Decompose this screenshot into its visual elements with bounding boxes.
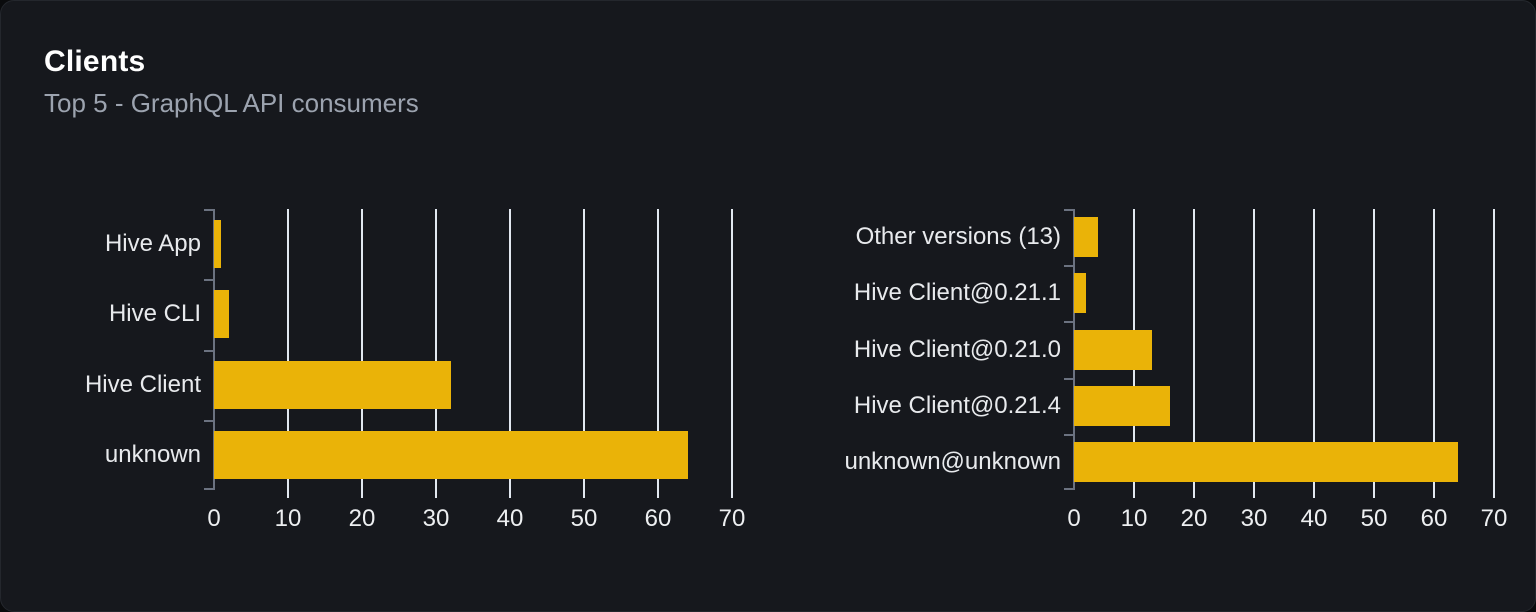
- x-axis-tick: [1253, 490, 1255, 498]
- y-axis-tick: [1064, 265, 1073, 267]
- category-label: Hive Client: [84, 370, 201, 398]
- category-label: Hive App: [104, 230, 201, 258]
- x-axis-tick: [1373, 490, 1375, 498]
- bar: [1074, 385, 1170, 426]
- x-tick-label: 60: [1420, 505, 1448, 532]
- y-axis-tick: [204, 279, 213, 281]
- category-label: Hive Client@0.21.1: [853, 279, 1061, 307]
- x-tick-label: 20: [348, 505, 376, 532]
- y-axis-tick: [204, 420, 213, 422]
- x-tick-label: 50: [1360, 505, 1388, 532]
- x-tick-label: 10: [1120, 505, 1148, 532]
- y-axis-tick: [204, 209, 213, 211]
- x-tick-label: 60: [644, 505, 672, 532]
- x-axis-tick: [583, 490, 585, 498]
- plot-area: [204, 209, 733, 498]
- x-tick-label: 70: [718, 505, 746, 532]
- x-axis-tick: [657, 490, 659, 498]
- x-axis-tick: [287, 490, 289, 498]
- gridline: [1373, 209, 1375, 490]
- gridline: [1433, 209, 1435, 490]
- x-axis-tick: [1493, 490, 1495, 498]
- y-axis-tick: [1064, 321, 1073, 323]
- gridline: [1253, 209, 1255, 490]
- card-header: Clients Top 5 - GraphQL API consumers: [44, 45, 419, 119]
- x-tick-label: 70: [1480, 505, 1508, 532]
- y-axis-tick: [204, 350, 213, 352]
- gridline: [361, 209, 363, 490]
- x-axis-tick: [361, 490, 363, 498]
- clients-by-version-chart: Other versions (13) Hive Client@0.21.1 Hiv…: [831, 209, 1524, 550]
- gridline: [287, 209, 289, 490]
- category-label: Hive Client@0.21.4: [853, 391, 1061, 419]
- gridline: [509, 209, 511, 490]
- y-axis-tick: [204, 488, 213, 490]
- card-title: Clients: [44, 45, 146, 78]
- gridline: [435, 209, 437, 490]
- gridline: [731, 209, 733, 490]
- x-axis-tick: [435, 490, 437, 498]
- bar: [1074, 329, 1152, 370]
- gridline: [657, 209, 659, 490]
- x-tick-label: 0: [207, 505, 221, 532]
- gridline: [1313, 209, 1315, 490]
- y-axis-tick: [1064, 209, 1073, 211]
- card-subtitle: Top 5 - GraphQL API consumers: [44, 88, 419, 118]
- category-label: Hive CLI: [108, 300, 201, 328]
- category-label: Hive Client@0.21.0: [853, 335, 1061, 363]
- category-label: unknown: [104, 440, 201, 468]
- y-axis-line: [213, 209, 215, 490]
- gridline: [1493, 209, 1495, 490]
- bar: [214, 360, 451, 409]
- bar: [214, 220, 222, 269]
- x-tick-label: 50: [570, 505, 598, 532]
- y-axis-tick: [1064, 488, 1073, 490]
- y-axis-tick: [1064, 434, 1073, 436]
- x-tick-label: 40: [496, 505, 524, 532]
- x-tick-label: 30: [422, 505, 450, 532]
- x-axis-tick: [509, 490, 511, 498]
- x-axis-tick: [1193, 490, 1195, 498]
- bar: [214, 290, 229, 339]
- plot-area: [1064, 209, 1495, 498]
- category-label: unknown@unknown: [844, 447, 1061, 475]
- gridline: [583, 209, 585, 490]
- x-axis-tick: [1313, 490, 1315, 498]
- gridline: [1193, 209, 1195, 490]
- bar: [214, 430, 688, 479]
- bar: [1074, 217, 1098, 258]
- bar: [1074, 441, 1458, 482]
- y-axis-tick: [1064, 378, 1073, 380]
- clients-by-name-chart: Hive App Hive CLI Hive Client unknown 0 10 20 3…: [44, 209, 762, 550]
- x-tick-label: 20: [1180, 505, 1208, 532]
- x-axis-tick: [1133, 490, 1135, 498]
- bar: [1074, 273, 1086, 314]
- x-tick-label: 30: [1240, 505, 1268, 532]
- x-tick-label: 40: [1300, 505, 1328, 532]
- x-tick-label: 10: [274, 505, 302, 532]
- x-axis-tick: [1433, 490, 1435, 498]
- category-label: Other versions (13): [855, 223, 1061, 251]
- x-tick-label: 0: [1067, 505, 1081, 532]
- x-axis-tick: [731, 490, 733, 498]
